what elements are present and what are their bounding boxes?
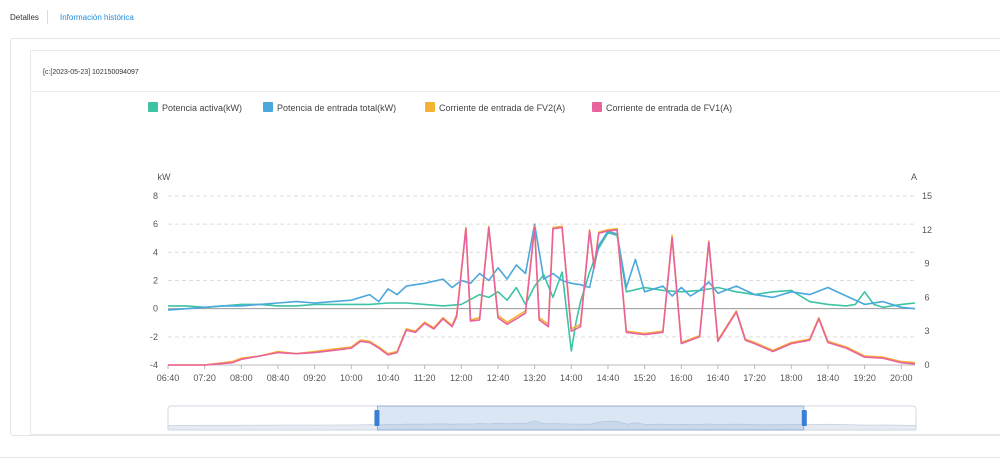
x-tick-label: 15:20 (633, 373, 656, 383)
left-tick-label: -4 (150, 360, 158, 370)
left-tick-label: 6 (153, 219, 158, 229)
x-tick-label: 06:40 (157, 373, 180, 383)
x-tick-label: 08:00 (230, 373, 253, 383)
right-tick-label: 15 (922, 191, 932, 201)
x-tick-label: 17:20 (743, 373, 766, 383)
x-tick-label: 18:40 (817, 373, 840, 383)
x-tick-label: 10:00 (340, 373, 363, 383)
series-line[interactable] (168, 225, 916, 366)
series-line[interactable] (168, 231, 916, 352)
legend-swatch[interactable] (263, 102, 273, 112)
tab-bar: Detalles Información histórica (0, 0, 1000, 36)
right-axis-unit: A (911, 172, 917, 182)
zoom-handle-right[interactable] (801, 410, 807, 426)
right-tick-label: 12 (922, 225, 932, 235)
legend-swatch[interactable] (425, 102, 435, 112)
x-tick-label: 18:00 (780, 373, 803, 383)
right-tick-label: 0 (924, 360, 929, 370)
x-tick-label: 12:00 (450, 373, 473, 383)
tab-informacion-historica[interactable]: Información histórica (60, 13, 134, 22)
x-tick-label: 07:20 (193, 373, 216, 383)
series-line[interactable] (168, 226, 916, 366)
x-tick-label: 08:40 (267, 373, 290, 383)
x-tick-label: 10:40 (377, 373, 400, 383)
tab-divider (47, 10, 48, 24)
x-tick-label: 16:00 (670, 373, 693, 383)
device-header: [c:[2023-05-23] 102150094097 (31, 51, 1000, 92)
right-tick-label: 6 (924, 292, 929, 302)
x-tick-label: 20:00 (890, 373, 913, 383)
x-tick-label: 09:20 (303, 373, 326, 383)
legend-label: Potencia de entrada total(kW) (277, 103, 396, 113)
right-tick-label: 9 (924, 259, 929, 269)
zoom-preview (167, 420, 917, 431)
left-tick-label: 2 (153, 276, 158, 286)
zoom-window[interactable] (377, 405, 805, 431)
x-tick-label: 19:20 (853, 373, 876, 383)
zoom-handle-left[interactable] (374, 410, 380, 426)
left-axis-unit: kW (158, 172, 172, 182)
page-bottom-divider (0, 457, 1000, 458)
tab-detalles[interactable]: Detalles (10, 13, 39, 22)
legend-swatch[interactable] (148, 102, 158, 112)
left-tick-label: 0 (153, 304, 158, 314)
left-tick-label: 4 (153, 247, 158, 257)
x-tick-label: 12:40 (487, 373, 510, 383)
left-tick-label: -2 (150, 332, 158, 342)
legend-label: Potencia activa(kW) (162, 103, 242, 113)
legend-label: Corriente de entrada de FV2(A) (439, 103, 565, 113)
legend-swatch[interactable] (592, 102, 602, 112)
x-tick-label: 13:20 (523, 373, 546, 383)
series-line[interactable] (167, 223, 916, 311)
x-tick-label: 16:40 (707, 373, 730, 383)
x-tick-label: 14:40 (597, 373, 620, 383)
x-tick-label: 14:00 (560, 373, 583, 383)
device-id-label: [c:[2023-05-23] 102150094097 (43, 69, 139, 76)
left-tick-label: 8 (153, 191, 158, 201)
right-tick-label: 3 (924, 326, 929, 336)
device-chart-card: [c:[2023-05-23] 102150094097 (30, 50, 1000, 435)
x-tick-label: 11:20 (414, 373, 436, 383)
legend-label: Corriente de entrada de FV1(A) (606, 103, 732, 113)
